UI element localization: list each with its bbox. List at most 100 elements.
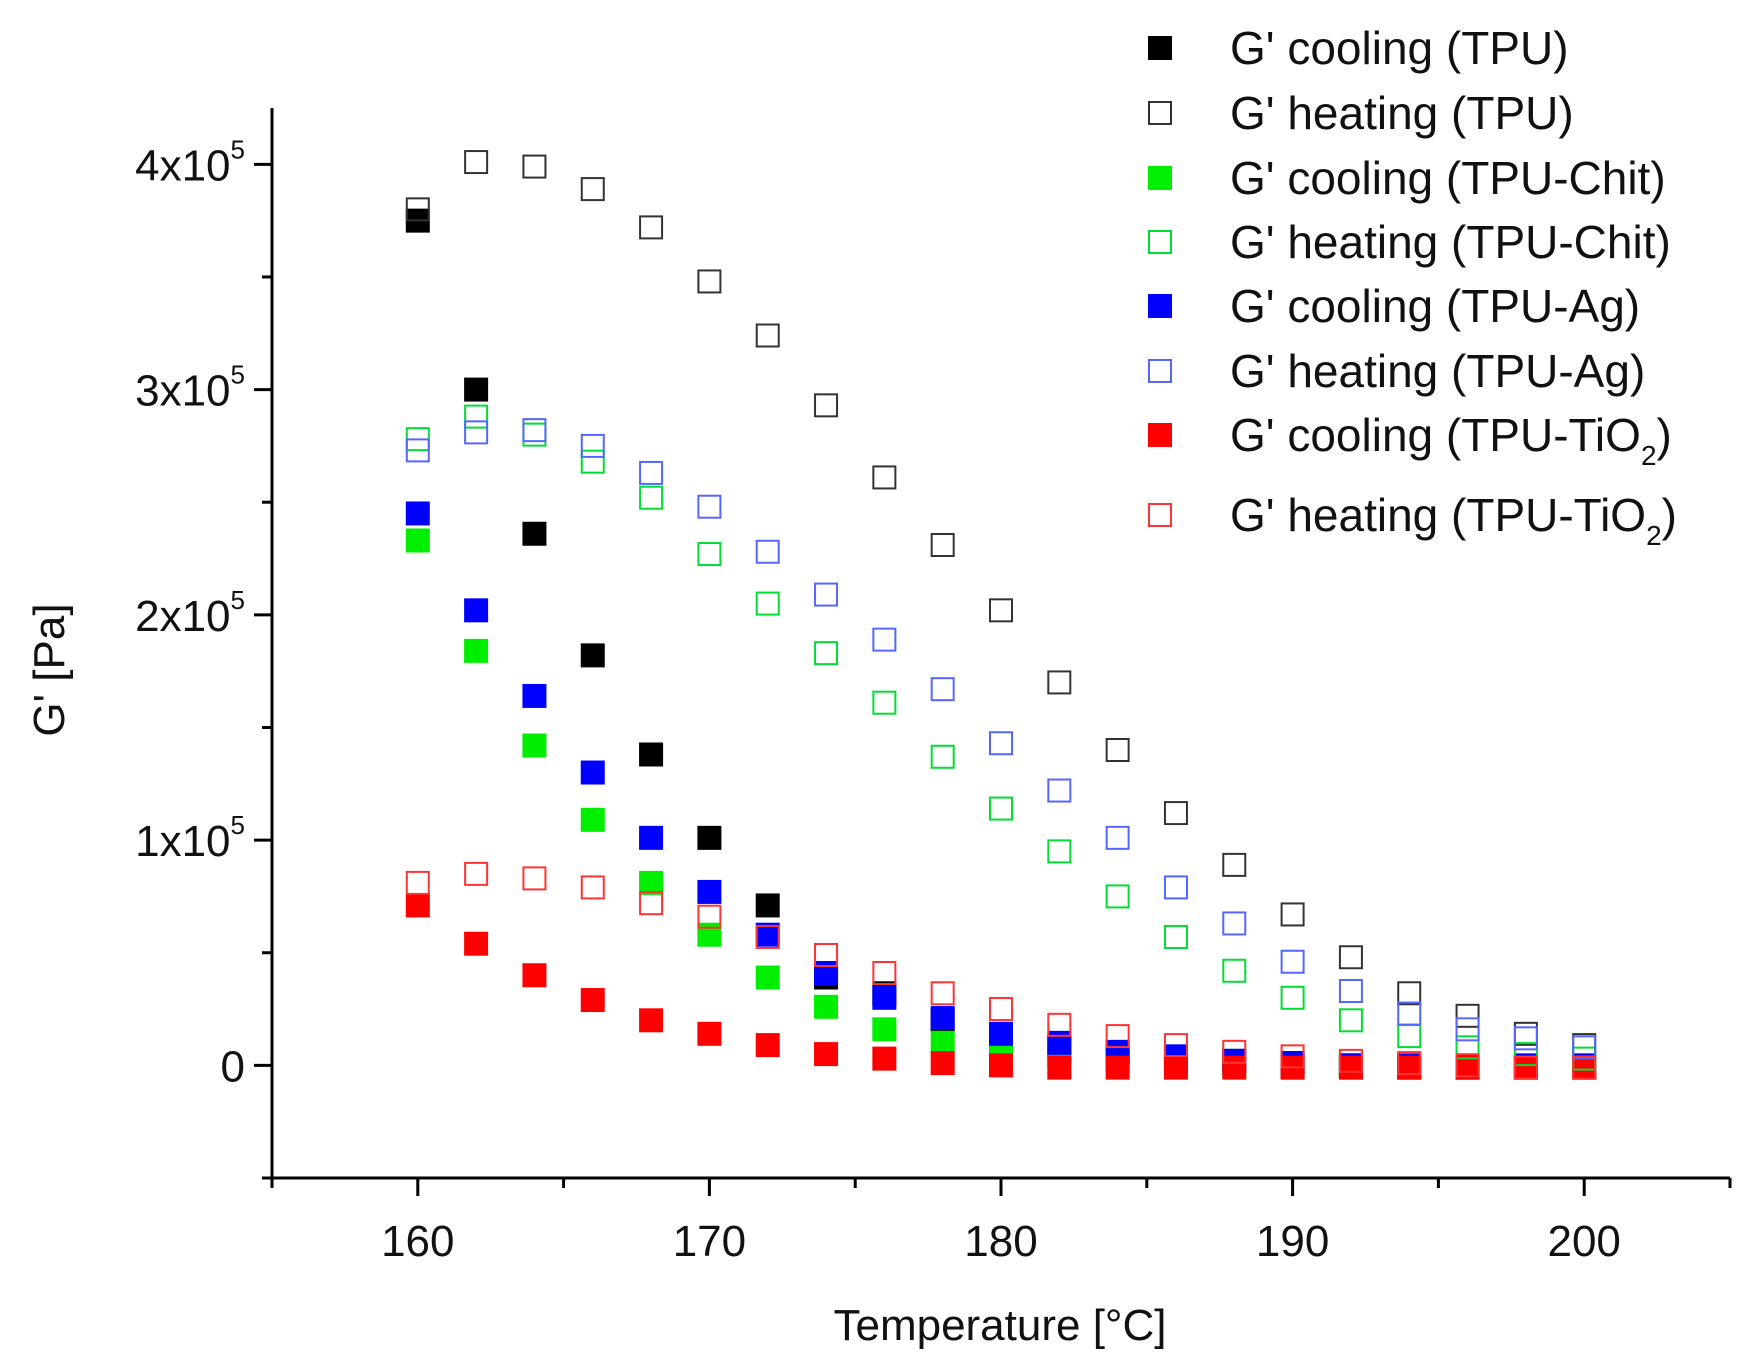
series-3 bbox=[405, 404, 1597, 1071]
data-point bbox=[1163, 1055, 1188, 1080]
legend-item: G' heating (TPU-TiO2) bbox=[1148, 489, 1677, 551]
x-tick-label: 180 bbox=[964, 1217, 1037, 1266]
legend-item: G' cooling (TPU-Chit) bbox=[1148, 152, 1666, 204]
data-point bbox=[522, 521, 547, 546]
y-ticks: 0 1x105 2x105 3x105 4x105 bbox=[135, 134, 272, 1180]
data-point bbox=[580, 449, 605, 474]
data-point bbox=[464, 404, 489, 429]
data-point bbox=[639, 742, 664, 767]
data-point bbox=[989, 997, 1013, 1022]
data-point bbox=[1280, 985, 1305, 1010]
series-5 bbox=[405, 418, 1597, 1060]
data-point bbox=[755, 893, 780, 918]
data-point bbox=[522, 418, 547, 443]
data-point bbox=[1455, 1017, 1480, 1042]
data-point bbox=[1455, 1035, 1480, 1060]
legend-marker bbox=[1148, 101, 1172, 125]
data-point bbox=[639, 485, 664, 510]
data-point bbox=[1572, 1033, 1597, 1058]
data-point bbox=[814, 582, 839, 607]
data-point bbox=[1047, 778, 1072, 803]
data-point bbox=[697, 494, 722, 519]
data-point bbox=[464, 150, 489, 175]
legend-item: G' cooling (TPU-TiO2) bbox=[1148, 409, 1672, 471]
data-point bbox=[522, 154, 547, 179]
plot-area bbox=[270, 108, 1730, 1180]
data-point bbox=[697, 904, 722, 929]
data-point bbox=[464, 931, 489, 956]
data-point bbox=[1280, 902, 1305, 927]
data-point bbox=[872, 1046, 897, 1071]
data-point bbox=[1338, 945, 1363, 970]
data-point bbox=[1222, 958, 1247, 983]
x-tick-label: 190 bbox=[1256, 1217, 1329, 1266]
data-point bbox=[697, 825, 722, 850]
data-point bbox=[1105, 884, 1130, 909]
data-point bbox=[1105, 1055, 1130, 1080]
legend-marker bbox=[1148, 359, 1172, 383]
x-ticks: 160 170 180 190 200 bbox=[270, 1178, 1732, 1266]
data-point bbox=[522, 963, 547, 988]
data-point bbox=[639, 825, 664, 850]
data-point bbox=[697, 879, 722, 904]
legend-marker bbox=[1148, 503, 1172, 527]
data-point bbox=[522, 866, 547, 891]
data-point bbox=[872, 627, 897, 652]
y-tick-label: 2x105 bbox=[135, 585, 245, 641]
data-point bbox=[1222, 911, 1247, 936]
x-tick-label: 170 bbox=[673, 1217, 746, 1266]
data-point bbox=[1047, 1055, 1072, 1080]
x-tick-label: 160 bbox=[381, 1217, 454, 1266]
data-point bbox=[1455, 1003, 1480, 1028]
data-point bbox=[1047, 670, 1072, 695]
data-point bbox=[872, 690, 897, 715]
data-point bbox=[930, 981, 955, 1006]
y-tick-label: 1x105 bbox=[135, 810, 245, 866]
data-point bbox=[464, 598, 489, 623]
x-tick-label: 200 bbox=[1547, 1217, 1620, 1266]
data-point bbox=[1513, 1055, 1538, 1080]
data-point bbox=[1572, 1055, 1597, 1080]
data-point bbox=[1163, 801, 1188, 826]
legend-marker bbox=[1148, 294, 1172, 318]
data-point bbox=[580, 760, 605, 785]
data-point bbox=[580, 177, 605, 202]
data-point bbox=[1222, 1039, 1247, 1064]
legend-label: G' cooling (TPU-Chit) bbox=[1230, 152, 1666, 204]
data-point bbox=[464, 638, 489, 663]
legend-label: G' cooling (TPU-TiO2) bbox=[1230, 409, 1672, 471]
data-point bbox=[639, 460, 664, 485]
data-point bbox=[1397, 1001, 1422, 1026]
data-point bbox=[405, 893, 430, 918]
series-6 bbox=[405, 893, 1597, 1080]
legend-label: G' cooling (TPU-Ag) bbox=[1230, 280, 1640, 332]
data-point bbox=[697, 1021, 722, 1046]
legend-item: G' cooling (TPU-Ag) bbox=[1148, 280, 1640, 332]
data-point bbox=[930, 1006, 955, 1031]
data-point bbox=[1513, 1055, 1538, 1080]
data-point bbox=[872, 985, 897, 1010]
legend-label: G' heating (TPU-TiO2) bbox=[1230, 489, 1677, 551]
data-point bbox=[755, 539, 780, 564]
y-tick-label: 4x105 bbox=[135, 134, 245, 190]
data-point bbox=[522, 683, 547, 708]
legend-marker bbox=[1148, 230, 1172, 254]
data-point bbox=[872, 465, 897, 490]
x-axis-title: Temperature [°C] bbox=[833, 1301, 1166, 1350]
data-point bbox=[755, 924, 780, 949]
data-point bbox=[1105, 1024, 1130, 1049]
data-point bbox=[639, 870, 664, 895]
series-0 bbox=[405, 208, 1597, 1080]
data-point bbox=[580, 988, 605, 1013]
data-point bbox=[580, 643, 605, 668]
data-point bbox=[405, 528, 430, 553]
data-point bbox=[580, 875, 605, 900]
data-point bbox=[930, 677, 955, 702]
y-axis-title: G' [Pa] bbox=[25, 603, 74, 736]
data-point bbox=[1280, 1044, 1305, 1069]
data-point bbox=[1163, 1033, 1188, 1058]
data-point bbox=[814, 393, 839, 418]
data-point bbox=[405, 501, 430, 526]
data-point bbox=[930, 1051, 955, 1076]
data-point bbox=[1047, 1012, 1072, 1037]
